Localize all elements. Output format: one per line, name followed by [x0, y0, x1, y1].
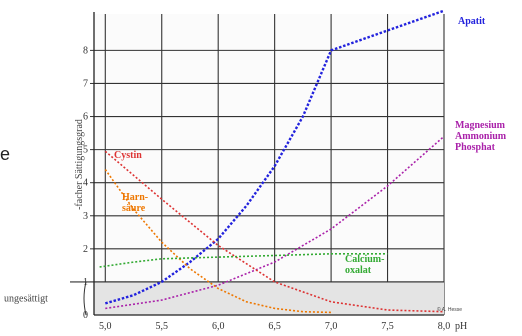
series-label-line: Phosphat [455, 142, 496, 153]
grid [94, 14, 445, 315]
y-tick-label: 7 [83, 78, 88, 89]
y-tick-label: 4 [83, 178, 88, 189]
series-label-line: oxalat [345, 265, 372, 276]
series-line-harn-s-ure [104, 169, 332, 314]
series-label-magnesium-ammonium-phosphat: Magnesium Ammonium Phosphat [455, 120, 507, 153]
plot-background [94, 14, 444, 315]
unsaturated-zone [94, 281, 444, 315]
series-layer [99, 9, 445, 314]
series-label-line: Harn- [122, 192, 148, 203]
x-tick-label: 7,5 [381, 321, 394, 332]
series-label-calcium-oxalat: Calcium-oxalat [345, 254, 384, 276]
series-line-magnesium-ammonium-phosphat [105, 135, 445, 310]
axes [90, 12, 444, 316]
x-tick-label: 5,0 [99, 321, 112, 332]
series-label-apatit: Apatit [458, 16, 486, 27]
x-tick-label: 6,0 [212, 321, 225, 332]
series-line-cystin [104, 150, 445, 313]
y-axis-label: -facher Sättigungsgrad [74, 119, 85, 210]
x-axis-label: pH [455, 321, 467, 332]
series-label-line: Calcium- [345, 254, 384, 265]
series-label-line: Magnesium [455, 120, 506, 131]
series-label-line: Apatit [458, 16, 486, 27]
series-label-line: Ammonium [455, 131, 507, 142]
axis-text: 5,0 5,5 6,0 6,5 7,0 7,5 8,0 1 2 3 4 5 6 7 8 0 ungesättig… [0, 45, 467, 332]
credit-text: © A. Hesse [437, 306, 462, 313]
y-tick-label-zero: 0 [83, 310, 88, 321]
y-tick-label: 6 [83, 112, 88, 123]
x-tick-label: 6,5 [268, 321, 281, 332]
y-tick-label: 5 [83, 145, 88, 156]
series-line-calcium-oxalat [99, 253, 388, 268]
series-label-harn-s-ure: Harn-säure [122, 192, 148, 214]
series-label-line: Cystin [114, 150, 142, 161]
y-tick-label: 3 [83, 211, 88, 222]
y-tick-label: 2 [83, 244, 88, 255]
threshold-brace [83, 281, 87, 316]
y-tick-label: 1 [83, 277, 88, 288]
series-labels: Apatit Magnesium Ammonium Phosphat Cystin Har… [114, 16, 507, 276]
x-tick-label: 5,5 [155, 321, 168, 332]
series-label-line: säure [122, 203, 146, 214]
y-tick-label: 8 [83, 45, 88, 56]
series-label-cystin: Cystin [114, 150, 142, 161]
cut-off-text: e [0, 144, 10, 164]
threshold-label: ungesättigt [4, 293, 48, 304]
x-tick-label: 8,0 [438, 321, 451, 332]
x-tick-label: 7,0 [325, 321, 338, 332]
unsaturated-threshold [70, 281, 444, 316]
